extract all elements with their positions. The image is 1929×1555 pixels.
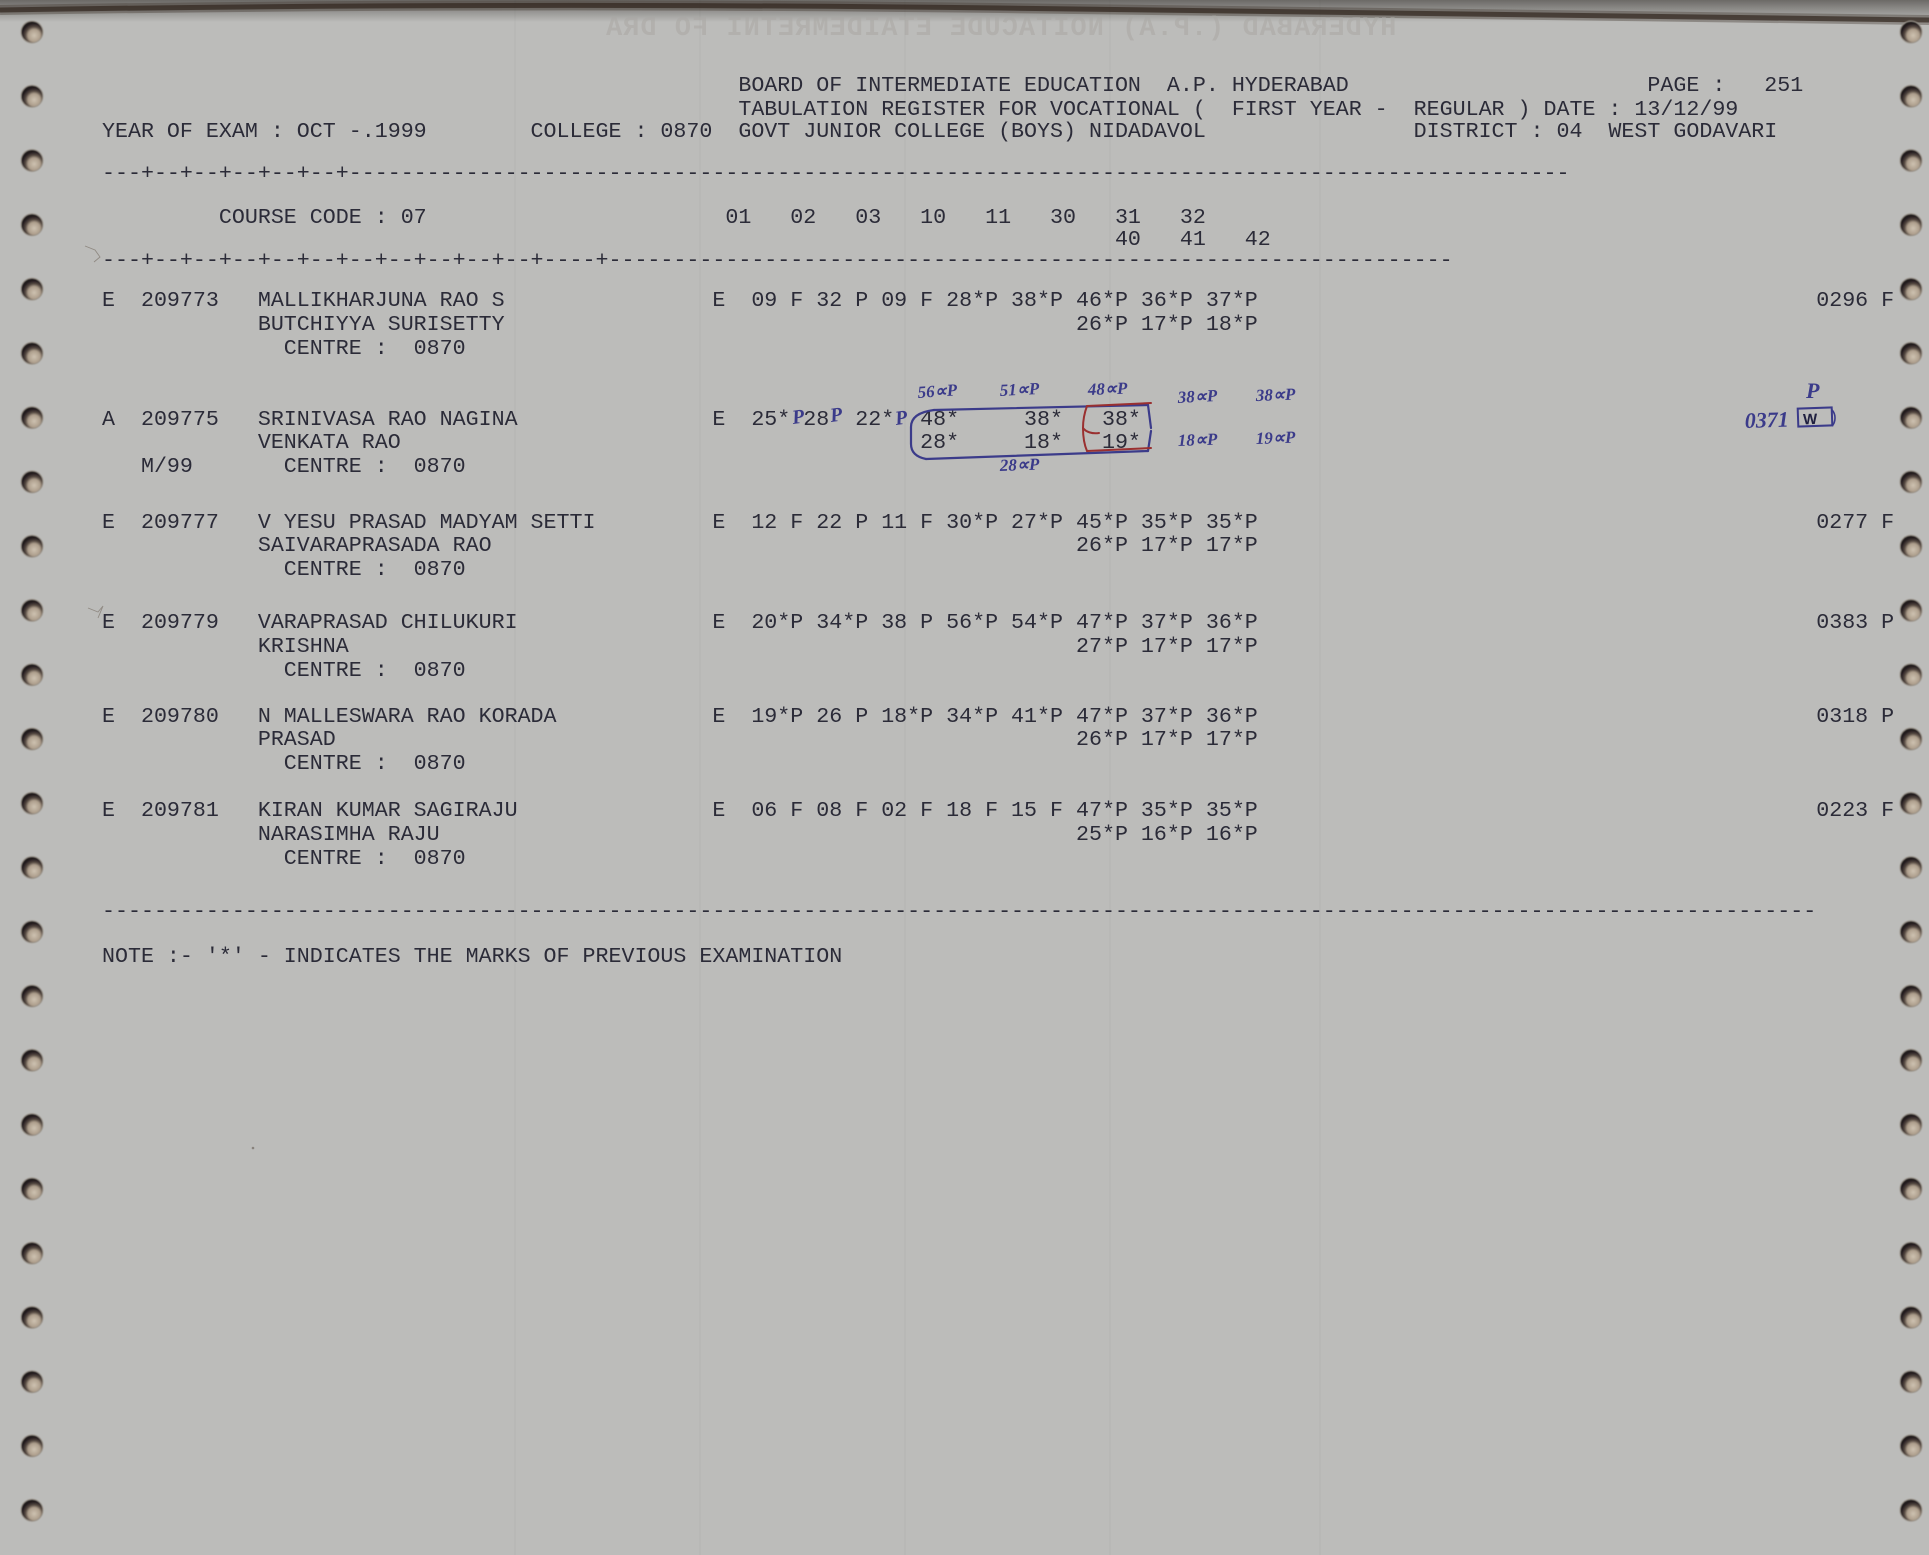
- svg-text:0371: 0371: [1744, 406, 1789, 433]
- svg-text:38∝P: 38∝P: [1254, 385, 1296, 405]
- svg-text:48∝P: 48∝P: [1086, 379, 1128, 399]
- svg-text:38∝P: 38∝P: [1176, 386, 1218, 407]
- svg-text:28∝P: 28∝P: [998, 455, 1040, 475]
- svg-text:W: W: [1803, 411, 1819, 429]
- svg-text:P: P: [893, 406, 910, 430]
- svg-text:P: P: [828, 403, 845, 427]
- svg-text:51∝P: 51∝P: [999, 379, 1040, 400]
- svg-text:19∝P: 19∝P: [1255, 428, 1296, 448]
- svg-text:P: P: [1805, 378, 1820, 403]
- svg-text:18∝P: 18∝P: [1177, 430, 1218, 450]
- svg-text:P: P: [790, 405, 807, 429]
- svg-text:56∝P: 56∝P: [917, 380, 958, 402]
